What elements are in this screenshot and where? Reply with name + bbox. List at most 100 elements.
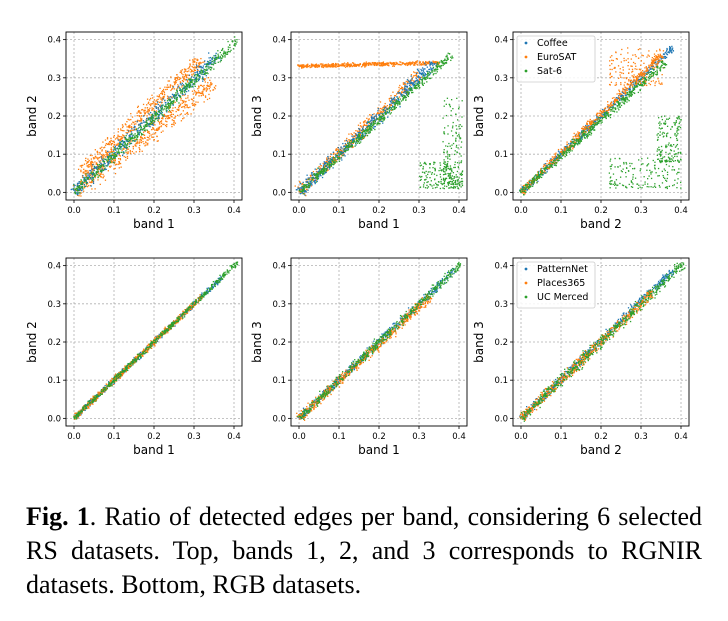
data-point: [100, 156, 102, 158]
data-point: [297, 64, 299, 66]
data-point: [225, 53, 227, 56]
data-point: [408, 89, 410, 91]
data-point: [129, 138, 132, 140]
data-point: [157, 114, 160, 116]
data-point: [412, 91, 414, 94]
data-point: [316, 175, 318, 178]
data-point: [217, 50, 219, 52]
data-point: [119, 139, 122, 141]
data-point: [447, 160, 449, 163]
data-point: [416, 61, 418, 63]
data-point: [409, 64, 412, 66]
data-point: [191, 75, 193, 77]
data-point: [386, 107, 388, 110]
data-point: [83, 163, 86, 165]
data-point: [298, 66, 301, 68]
data-point: [434, 62, 437, 64]
data-point: [198, 66, 200, 69]
data-point: [458, 106, 460, 108]
data-point: [331, 66, 334, 68]
data-point: [371, 63, 373, 65]
data-point: [107, 159, 109, 161]
data-point: [117, 138, 119, 140]
data-point: [110, 165, 112, 167]
data-point: [147, 119, 150, 121]
data-point: [177, 84, 179, 86]
data-point: [157, 98, 159, 101]
data-point: [89, 178, 92, 180]
data-point: [144, 112, 146, 114]
data-point: [98, 157, 100, 159]
data-point: [85, 174, 87, 176]
data-point: [339, 148, 341, 150]
data-point: [456, 185, 458, 187]
data-point: [196, 73, 199, 76]
data-point: [427, 61, 429, 63]
data-point: [318, 165, 320, 168]
data-point: [363, 129, 365, 131]
data-point: [82, 188, 84, 190]
data-point: [406, 92, 409, 95]
data-point: [368, 126, 370, 128]
data-point: [530, 182, 532, 184]
data-point: [195, 76, 198, 78]
data-point: [370, 128, 372, 130]
data-point: [91, 176, 94, 179]
data-point: [81, 176, 84, 178]
data-point: [211, 58, 214, 60]
data-point: [91, 154, 93, 157]
data-point: [371, 127, 373, 129]
data-point: [160, 106, 162, 108]
data-point: [382, 113, 384, 115]
data-point: [427, 171, 430, 173]
data-point: [344, 149, 346, 151]
data-point: [402, 88, 405, 90]
data-point: [354, 145, 356, 147]
data-point: [182, 106, 184, 108]
data-point: [431, 71, 433, 74]
data-point: [95, 163, 97, 165]
data-point: [439, 173, 441, 176]
data-point: [373, 122, 375, 124]
data-point: [203, 61, 205, 63]
data-point: [313, 180, 315, 183]
data-point: [423, 78, 426, 80]
data-point: [416, 76, 419, 78]
data-point: [314, 173, 316, 175]
data-point: [629, 90, 631, 92]
data-point: [106, 159, 108, 161]
data-point: [386, 110, 388, 112]
data-point: [151, 136, 153, 138]
data-point: [151, 97, 154, 99]
data-point: [442, 187, 444, 189]
y-tick-label: 0.4: [47, 36, 61, 46]
data-point: [624, 94, 627, 96]
data-point: [341, 64, 343, 67]
data-point: [87, 172, 89, 174]
data-point: [139, 123, 141, 125]
data-point: [138, 124, 140, 126]
data-point: [384, 64, 386, 66]
data-point: [431, 171, 433, 174]
data-point: [669, 50, 671, 52]
data-point: [126, 129, 128, 131]
data-point: [101, 167, 103, 169]
data-point: [216, 58, 218, 60]
data-point: [189, 84, 191, 86]
data-point: [130, 131, 133, 133]
data-point: [425, 170, 427, 173]
data-point: [100, 171, 103, 173]
data-point: [124, 136, 127, 139]
data-point: [347, 62, 349, 64]
data-point: [125, 159, 127, 161]
data-point: [332, 156, 334, 159]
data-point: [353, 132, 355, 134]
data-point: [327, 155, 329, 158]
data-point: [388, 110, 391, 113]
data-point: [580, 137, 583, 139]
data-point: [100, 176, 103, 178]
data-point: [94, 166, 96, 169]
data-point: [85, 169, 87, 172]
data-point: [185, 82, 187, 85]
data-point: [199, 63, 201, 65]
